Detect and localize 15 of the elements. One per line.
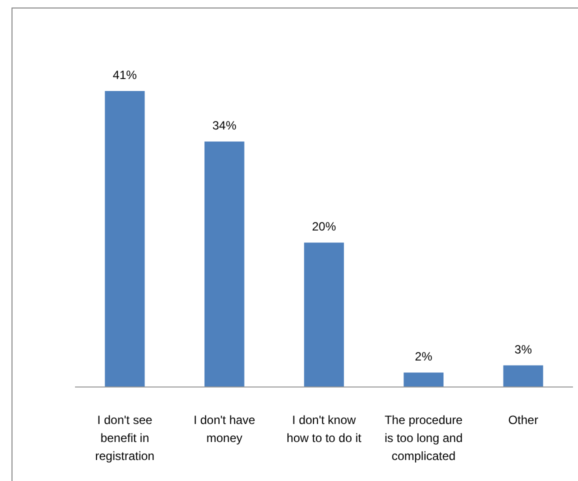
x-tick-label: I don't have money [194,413,256,445]
data-label: 3% [514,342,532,356]
x-tick-label: I don't see benefit in registration [95,413,154,463]
bar [204,142,244,387]
data-label: 20% [312,220,336,234]
bar [304,242,344,387]
data-label: 41% [112,68,138,82]
x-tick-label: Other [508,413,538,427]
bar [404,372,444,387]
x-tick-label: The procedure is too long and complicated [384,413,463,463]
bar [104,91,145,387]
bar [503,365,544,387]
data-label: 2% [414,350,433,364]
x-tick-label: I don't know how to to do it [286,413,362,445]
data-label: 34% [212,118,237,133]
